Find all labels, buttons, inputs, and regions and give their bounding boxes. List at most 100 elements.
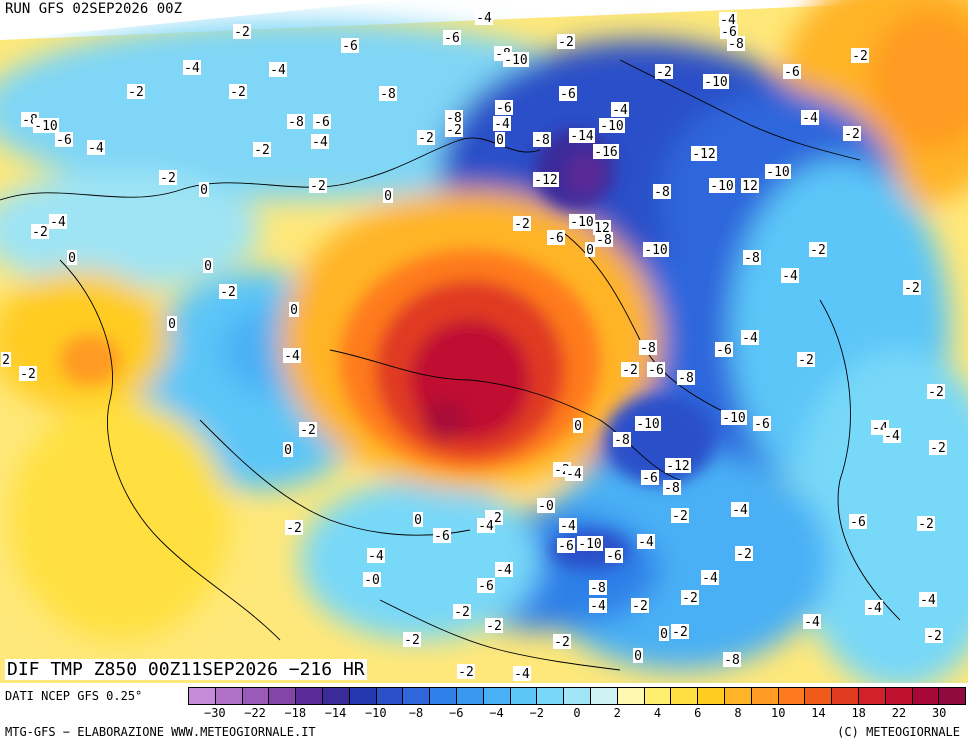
isotherm-label: -8 bbox=[596, 233, 612, 248]
isotherm-label: -4 bbox=[566, 467, 582, 482]
isotherm-label: -6 bbox=[606, 549, 622, 564]
isotherm-label: -4 bbox=[866, 601, 882, 616]
isotherm-label: -2 bbox=[454, 605, 470, 620]
isotherm-label: -2 bbox=[852, 49, 868, 64]
isotherm-label: -4 bbox=[732, 503, 748, 518]
isotherm-label: -10 bbox=[710, 179, 733, 194]
isotherm-label-bg bbox=[253, 142, 271, 157]
color-swatch bbox=[617, 687, 645, 705]
isotherm-label-bg bbox=[557, 538, 575, 553]
isotherm-label: -2 bbox=[672, 509, 688, 524]
color-scale-tick-label: 30 bbox=[931, 706, 947, 720]
color-swatch bbox=[483, 687, 511, 705]
isotherm-label: -4 bbox=[514, 667, 530, 682]
isotherm-label: -4 bbox=[920, 593, 936, 608]
isotherm-label-bg bbox=[363, 572, 381, 587]
isotherm-label: -12 bbox=[534, 173, 557, 188]
color-swatch bbox=[751, 687, 779, 705]
isotherm-label-bg bbox=[635, 416, 661, 431]
isotherm-label-bg bbox=[585, 242, 595, 257]
isotherm-label: -6 bbox=[642, 471, 658, 486]
isotherm-label-bg bbox=[659, 626, 669, 641]
isotherm-label-bg bbox=[283, 348, 301, 363]
isotherm-labels: -4-2-6-6-8-10-2-4-6-8-2-4-4-2-2-8-6-2-10… bbox=[1, 10, 947, 682]
isotherm-label: -2 bbox=[418, 131, 434, 146]
isotherm-label-bg bbox=[287, 114, 305, 129]
isotherm-label: -10 bbox=[644, 243, 667, 258]
isotherm-label-bg bbox=[55, 132, 73, 147]
isotherm-label-bg bbox=[743, 250, 761, 265]
isotherm-label: -6 bbox=[648, 363, 664, 378]
isotherm-label: -8 bbox=[744, 251, 760, 266]
isotherm-label: 12 bbox=[742, 179, 758, 194]
isotherm-label-bg bbox=[643, 242, 669, 257]
isotherm-label: -2 bbox=[622, 363, 638, 378]
isotherm-label: -8 bbox=[654, 185, 670, 200]
isotherm-label: -2 bbox=[632, 599, 648, 614]
color-scale-bar bbox=[188, 687, 967, 705]
isotherm-label-bg bbox=[655, 64, 673, 79]
isotherm-label-bg bbox=[49, 214, 67, 229]
isotherm-label-bg bbox=[445, 110, 463, 125]
isotherm-label-bg bbox=[403, 632, 421, 647]
isotherm-label: -4 bbox=[560, 519, 576, 534]
color-scale-tick-label: 4 bbox=[653, 706, 662, 720]
color-scale-tick-label: −30 bbox=[203, 706, 226, 720]
isotherm-label: -16 bbox=[594, 145, 617, 160]
isotherm-label-bg bbox=[925, 628, 943, 643]
isotherm-label-bg bbox=[167, 316, 177, 331]
isotherm-label-bg bbox=[383, 188, 393, 203]
isotherm-label-bg bbox=[311, 134, 329, 149]
isotherm-label: -4 bbox=[476, 11, 492, 26]
credit-left: MTG-GFS − ELABORAZIONE WWW.METEOGIORNALE… bbox=[5, 725, 316, 739]
color-swatch bbox=[403, 687, 431, 705]
color-scale-tick-label: −8 bbox=[408, 706, 424, 720]
isotherm-label: -6 bbox=[850, 515, 866, 530]
isotherm-label: -4 bbox=[782, 269, 798, 284]
isotherm-label-bg bbox=[677, 370, 695, 385]
run-title: RUN GFS 02SEP2026 00Z bbox=[5, 1, 183, 17]
color-scale-tick-label: −10 bbox=[364, 706, 387, 720]
isotherm-label: -6 bbox=[342, 39, 358, 54]
isotherm-label-bg bbox=[671, 624, 689, 639]
isotherm-label: -2 bbox=[300, 423, 316, 438]
isotherm-label-bg bbox=[127, 84, 145, 99]
isotherm-label-bg bbox=[477, 518, 495, 533]
isotherm-label-bg bbox=[709, 178, 735, 193]
isotherm-label-bg bbox=[647, 362, 665, 377]
isotherm-label-bg bbox=[735, 546, 753, 561]
isotherm-label: -2 bbox=[672, 625, 688, 640]
isotherm-label: -2 bbox=[798, 353, 814, 368]
isotherm-label: -8 bbox=[640, 341, 656, 356]
isotherm-label: -2 bbox=[458, 665, 474, 680]
isotherm-label-bg bbox=[595, 232, 613, 247]
isotherm-label-bg bbox=[589, 580, 607, 595]
isotherm-label: -6 bbox=[784, 65, 800, 80]
isotherm-label-bg bbox=[927, 384, 945, 399]
isotherm-label-bg bbox=[495, 132, 505, 147]
isotherm-label-bg bbox=[453, 604, 471, 619]
isotherm-label: -10 bbox=[34, 119, 57, 134]
isotherm-label: -2 bbox=[810, 243, 826, 258]
isotherm-label-bg bbox=[803, 614, 821, 629]
isotherm-label-bg bbox=[573, 418, 583, 433]
isotherm-label-bg bbox=[599, 118, 625, 133]
isotherm-label-bg bbox=[533, 132, 551, 147]
isotherm-label: -2 bbox=[404, 633, 420, 648]
isotherm-label-bg bbox=[903, 280, 921, 295]
isotherm-label: -10 bbox=[704, 75, 727, 90]
isotherm-label-bg bbox=[843, 126, 861, 141]
isotherm-label: -6 bbox=[754, 417, 770, 432]
color-swatch bbox=[269, 687, 297, 705]
isotherm-label-bg bbox=[633, 648, 643, 663]
isotherm-label: -4 bbox=[496, 563, 512, 578]
isotherm-label: -4 bbox=[494, 117, 510, 132]
isotherm-label: -6 bbox=[548, 231, 564, 246]
isotherm-label-bg bbox=[285, 520, 303, 535]
isotherm-label-bg bbox=[299, 422, 317, 437]
isotherm-label-bg bbox=[691, 146, 717, 161]
color-scale-tick-label: 2 bbox=[613, 706, 621, 720]
isotherm-label: -2 bbox=[486, 619, 502, 634]
isotherm-label-bg bbox=[341, 38, 359, 53]
isotherm-label: 0 bbox=[384, 189, 392, 204]
